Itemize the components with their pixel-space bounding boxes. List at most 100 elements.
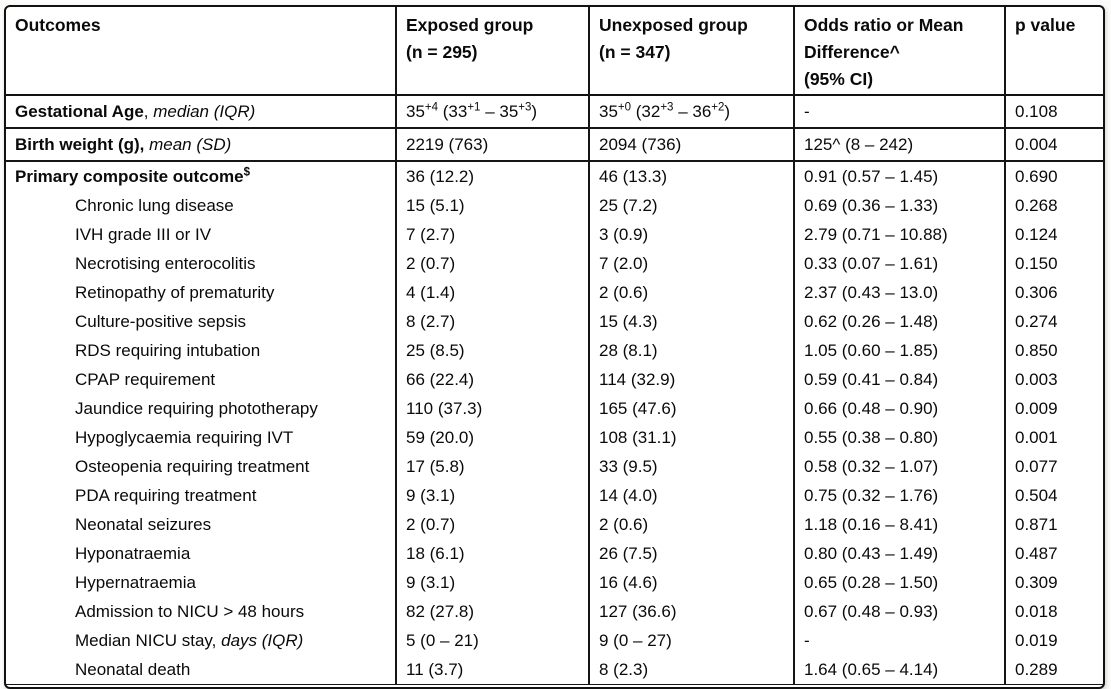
- text-segment: 0.690: [1015, 167, 1058, 186]
- cell-unexposed: 114 (32.9): [588, 365, 794, 394]
- cell-odds-ratio: 125^ (8 – 242): [793, 128, 1005, 161]
- text-segment: 25 (8.5): [406, 341, 465, 360]
- table-row: Admission to NICU > 48 hours 82 (27.8) 127…: [6, 597, 1103, 626]
- cell-outcome: RDS requiring intubation: [6, 336, 396, 365]
- column-header-line: (n = 347): [599, 42, 671, 62]
- cell-outcome: Hypoglycaemia requiring IVT: [6, 423, 396, 452]
- table-row: PDA requiring treatment 9 (3.1) 14 (4.0) 0.…: [6, 481, 1103, 510]
- text-segment: 66 (22.4): [406, 370, 475, 389]
- cell-outcome: Birth weight (g), mean (SD): [6, 128, 396, 161]
- text-segment: 2.79 (0.71 – 10.88): [804, 225, 948, 244]
- text-segment: +1: [467, 101, 481, 114]
- text-segment: 2.37 (0.43 – 13.0): [804, 283, 939, 302]
- cell-p-value: 0.018: [1004, 597, 1103, 626]
- text-segment: $: [243, 166, 251, 179]
- text-segment: Median NICU stay,: [75, 631, 217, 650]
- cell-outcome: CPAP requirement: [6, 365, 396, 394]
- cell-unexposed: 46 (13.3): [588, 161, 794, 191]
- column-header-line: Unexposed group: [599, 15, 748, 35]
- text-segment: +2: [711, 101, 725, 114]
- text-segment: 35: [599, 102, 618, 121]
- text-segment: Neonatal seizures: [75, 515, 212, 534]
- column-header-line: (95% CI): [804, 69, 874, 89]
- column-header-exposed: Exposed group (n = 295): [395, 7, 589, 95]
- column-header-p-value: p value: [1004, 7, 1103, 95]
- cell-exposed: 5 (0 – 21): [395, 626, 589, 655]
- header-row: Outcomes Exposed group (n = 295) Unexposed …: [6, 7, 1103, 95]
- cell-outcome: Hypernatraemia: [6, 568, 396, 597]
- cell-exposed: 11 (3.7): [395, 655, 589, 685]
- text-segment: 15 (5.1): [406, 196, 465, 215]
- text-segment: 2 (0.6): [599, 283, 649, 302]
- cell-p-value: 0.108: [1004, 95, 1103, 128]
- text-segment: +3: [660, 101, 674, 114]
- text-segment: ,: [143, 102, 154, 121]
- cell-exposed: 110 (37.3): [395, 394, 589, 423]
- cell-outcome: Retinopathy of prematurity: [6, 278, 396, 307]
- cell-outcome: PDA requiring treatment: [6, 481, 396, 510]
- cell-p-value: 0.003: [1004, 365, 1103, 394]
- cell-exposed: 9 (3.1): [395, 481, 589, 510]
- text-segment: 46 (13.3): [599, 167, 668, 186]
- text-segment: 0.306: [1015, 283, 1058, 302]
- text-segment: 2 (0.6): [599, 515, 649, 534]
- cell-exposed: 17 (5.8): [395, 452, 589, 481]
- table-body: Gestational Age, median (IQR) 35+4 (33+1 …: [6, 95, 1103, 685]
- cell-odds-ratio: 0.65 (0.28 – 1.50): [793, 568, 1005, 597]
- cell-outcome: Gestational Age, median (IQR): [6, 95, 396, 128]
- cell-odds-ratio: -: [793, 95, 1005, 128]
- table-row: Primary composite outcome$ 36 (12.2) 46 (1…: [6, 161, 1103, 191]
- table-row: Median NICU stay, days (IQR) 5 (0 – 21) 9 …: [6, 626, 1103, 655]
- text-segment: 125^ (8 – 242): [804, 135, 914, 154]
- cell-odds-ratio: 0.62 (0.26 – 1.48): [793, 307, 1005, 336]
- text-segment: mean (SD): [149, 135, 232, 154]
- text-segment: 0.58 (0.32 – 1.07): [804, 457, 939, 476]
- text-segment: 0.80 (0.43 – 1.49): [804, 544, 939, 563]
- cell-odds-ratio: 0.59 (0.41 – 0.84): [793, 365, 1005, 394]
- text-segment: PDA requiring treatment: [75, 486, 257, 505]
- text-segment: 8 (2.7): [406, 312, 456, 331]
- cell-unexposed: 26 (7.5): [588, 539, 794, 568]
- cell-unexposed: 14 (4.0): [588, 481, 794, 510]
- text-segment: 108 (31.1): [599, 428, 677, 447]
- text-segment: 17 (5.8): [406, 457, 465, 476]
- cell-outcome: Neonatal death: [6, 655, 396, 685]
- cell-exposed: 2 (0.7): [395, 249, 589, 278]
- cell-exposed: 36 (12.2): [395, 161, 589, 191]
- cell-exposed: 8 (2.7): [395, 307, 589, 336]
- text-segment: +3: [518, 101, 532, 114]
- text-segment: 165 (47.6): [599, 399, 677, 418]
- table-row: Neonatal seizures 2 (0.7) 2 (0.6) 1.18 (0.1…: [6, 510, 1103, 539]
- text-segment: 0.289: [1015, 660, 1058, 679]
- cell-outcome: Admission to NICU > 48 hours: [6, 597, 396, 626]
- text-segment: -: [804, 102, 810, 121]
- text-segment: 0.871: [1015, 515, 1058, 534]
- cell-p-value: 0.289: [1004, 655, 1103, 685]
- cell-outcome: Culture-positive sepsis: [6, 307, 396, 336]
- cell-odds-ratio: 0.69 (0.36 – 1.33): [793, 191, 1005, 220]
- text-segment: 0.55 (0.38 – 0.80): [804, 428, 939, 447]
- cell-unexposed: 2 (0.6): [588, 278, 794, 307]
- text-segment: 2 (0.7): [406, 254, 456, 273]
- column-header-unexposed: Unexposed group (n = 347): [588, 7, 794, 95]
- text-segment: Neonatal death: [75, 660, 191, 679]
- cell-unexposed: 7 (2.0): [588, 249, 794, 278]
- cell-exposed: 9 (3.1): [395, 568, 589, 597]
- cell-unexposed: 2 (0.6): [588, 510, 794, 539]
- text-segment: 0.004: [1015, 135, 1058, 154]
- text-segment: 0.009: [1015, 399, 1058, 418]
- text-segment: 25 (7.2): [599, 196, 658, 215]
- text-segment: 0.850: [1015, 341, 1058, 360]
- text-segment: +0: [617, 101, 632, 114]
- cell-unexposed: 25 (7.2): [588, 191, 794, 220]
- cell-odds-ratio: 0.66 (0.48 – 0.90): [793, 394, 1005, 423]
- column-header-line: Difference^: [804, 42, 900, 62]
- text-segment: 0.077: [1015, 457, 1058, 476]
- cell-p-value: 0.268: [1004, 191, 1103, 220]
- cell-p-value: 0.150: [1004, 249, 1103, 278]
- cell-exposed: 82 (27.8): [395, 597, 589, 626]
- cell-unexposed: 33 (9.5): [588, 452, 794, 481]
- cell-odds-ratio: -: [793, 626, 1005, 655]
- text-segment: 8 (2.3): [599, 660, 649, 679]
- cell-p-value: 0.124: [1004, 220, 1103, 249]
